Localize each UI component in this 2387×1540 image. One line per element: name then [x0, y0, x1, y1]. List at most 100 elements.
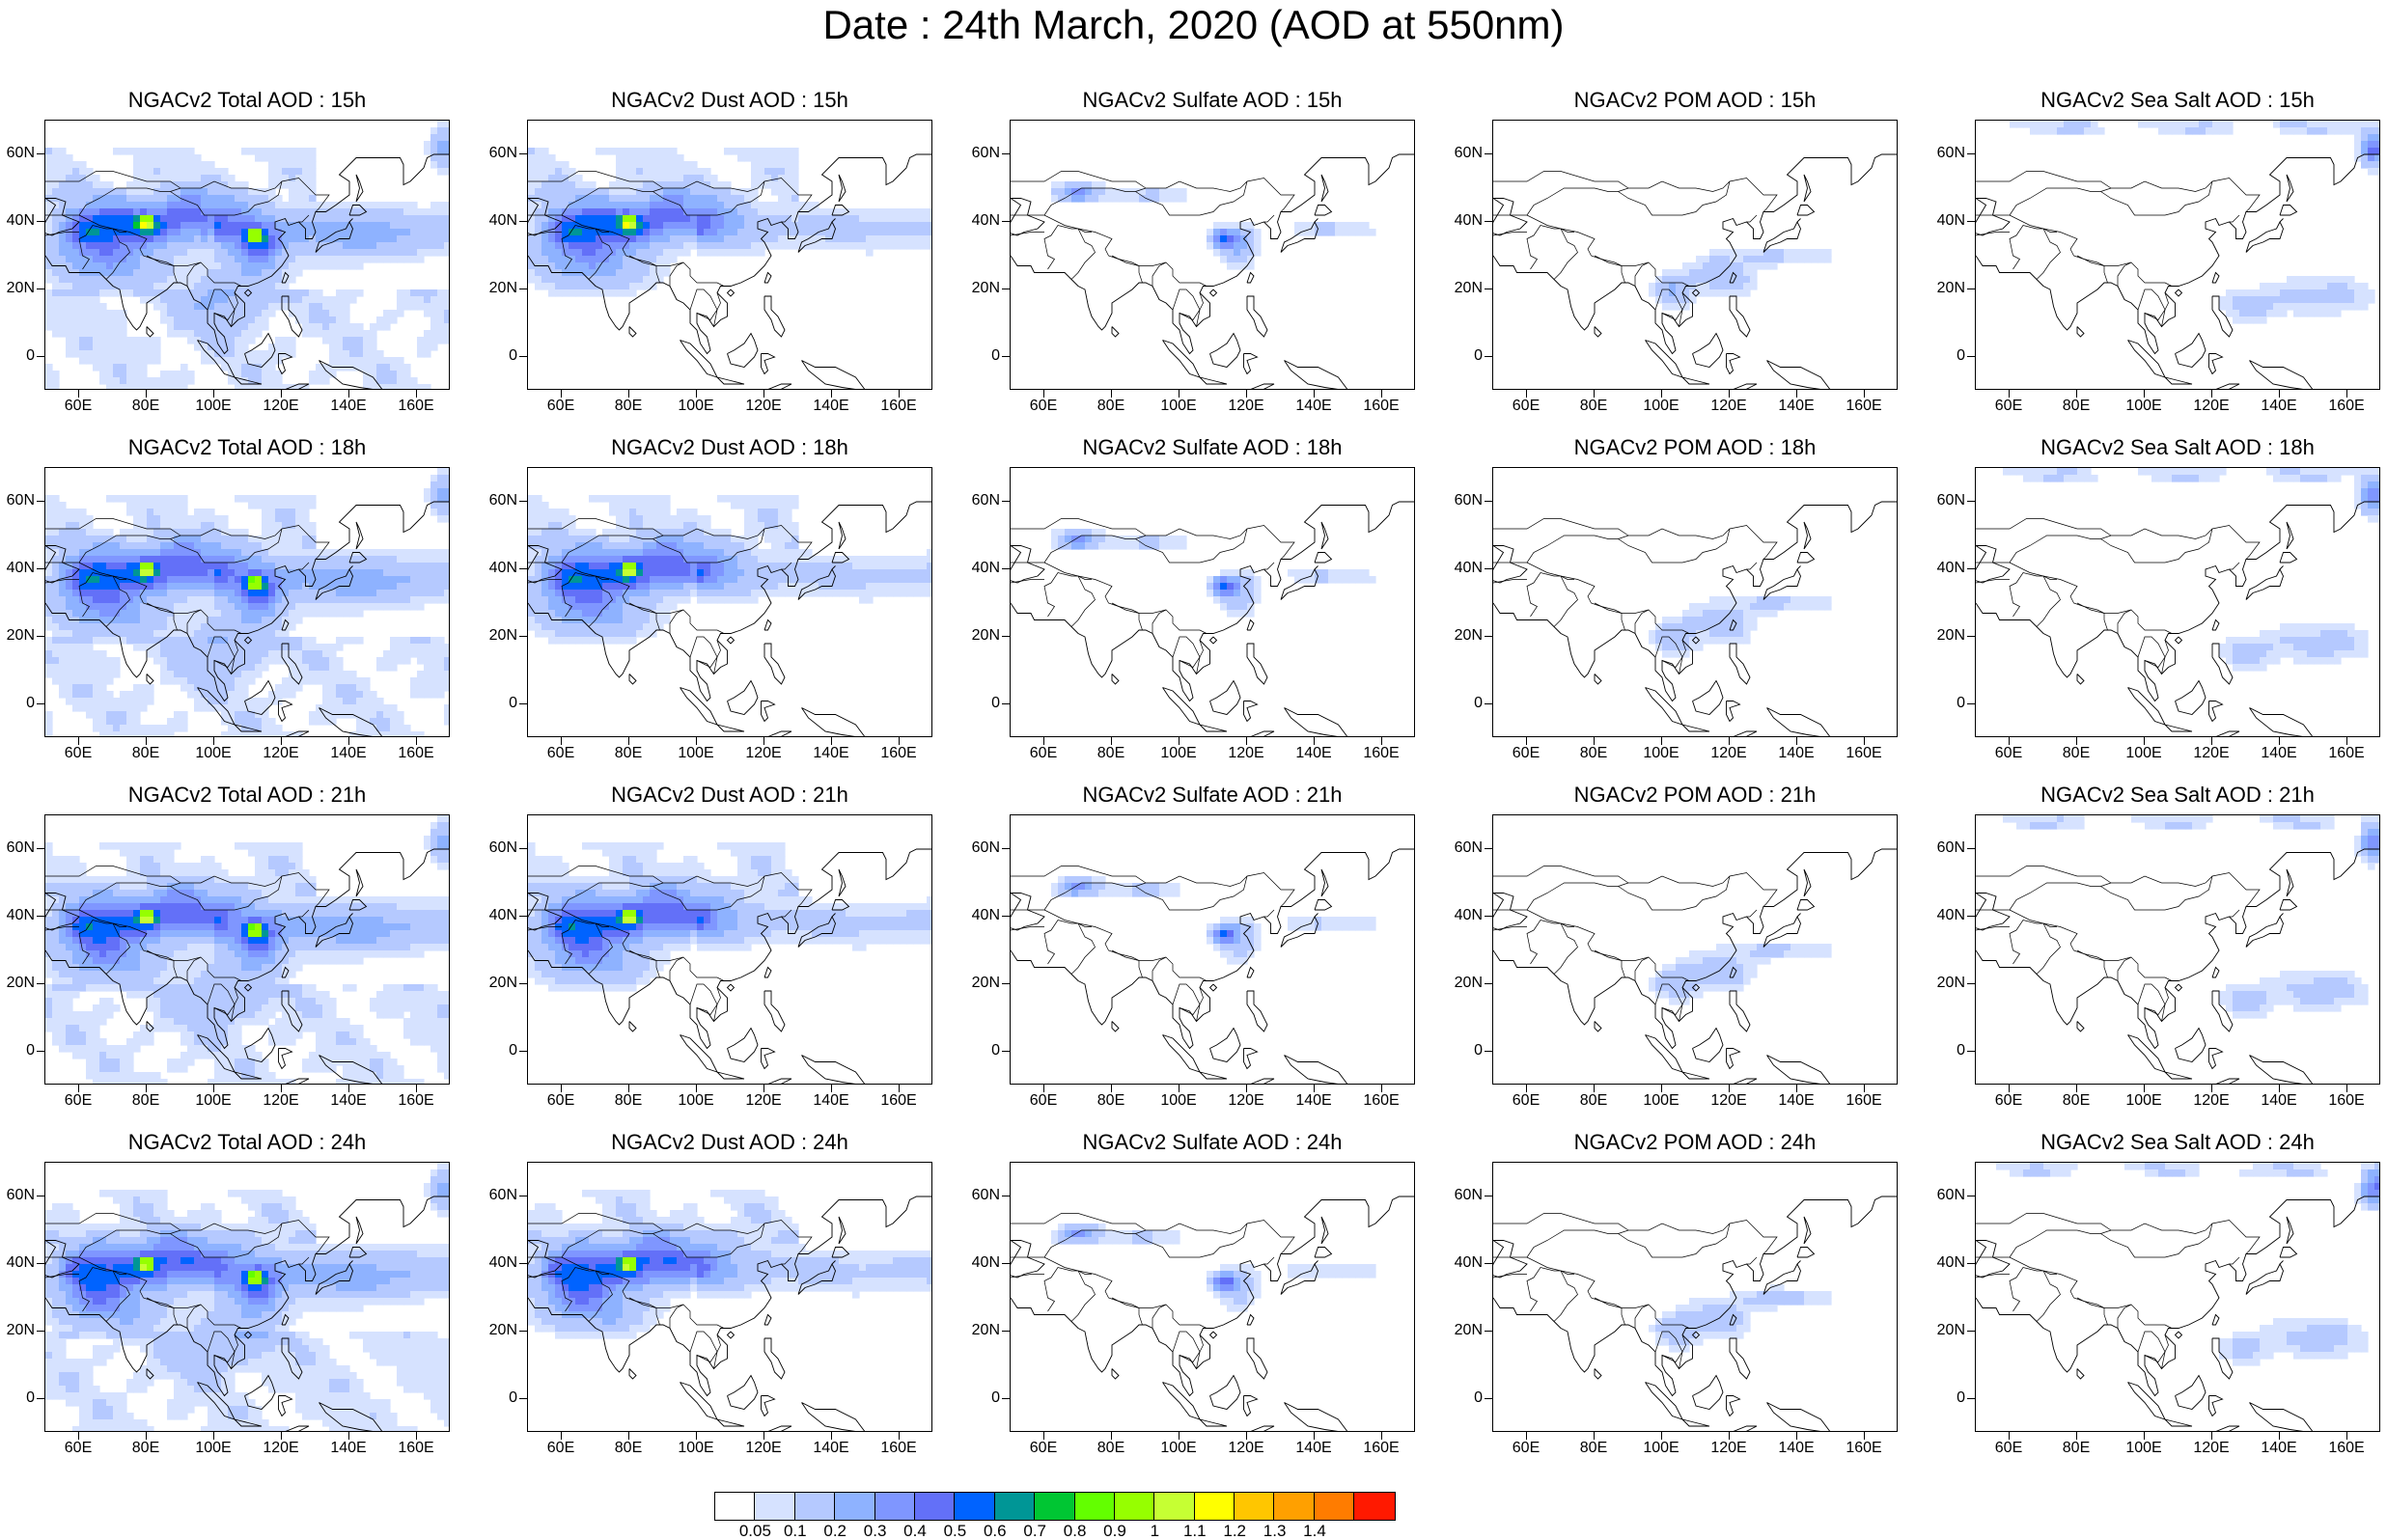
aod-cell: [72, 583, 80, 591]
aod-cell: [927, 242, 931, 250]
aod-cell: [1105, 195, 1113, 203]
aod-cell: [282, 536, 290, 543]
aod-cell: [268, 698, 276, 705]
aod-cell: [336, 337, 344, 344]
aod-cell: [397, 364, 404, 371]
coastline: [146, 326, 154, 338]
lat-tick-label: 40N: [6, 212, 35, 229]
aod-cell: [302, 202, 310, 209]
aod-cell: [174, 316, 181, 324]
aod-cell: [663, 208, 671, 216]
aod-cell: [336, 357, 344, 365]
aod-cell: [309, 222, 317, 230]
aod-cell: [187, 276, 195, 284]
aod-cell: [295, 256, 303, 263]
aod-cell: [228, 344, 236, 351]
aod-cell: [541, 208, 549, 216]
aod-cell: [52, 650, 60, 658]
aod-cell: [349, 576, 357, 584]
aod-cell: [160, 731, 168, 736]
aod-cell: [133, 617, 141, 624]
aod-cell: [221, 188, 229, 196]
aod-cell: [106, 725, 114, 732]
aod-cell: [72, 175, 80, 182]
aod-cell: [609, 208, 617, 216]
aod-cell: [120, 215, 127, 223]
aod-cell: [589, 283, 597, 290]
aod-cell: [623, 249, 630, 257]
aod-cell: [1321, 229, 1329, 236]
aod-cell: [316, 202, 323, 209]
aod-cell: [79, 229, 87, 236]
aod-cell: [397, 603, 404, 611]
aod-cell: [86, 569, 94, 577]
aod-cell: [403, 215, 411, 223]
aod-cell: [410, 384, 418, 389]
aod-cell: [356, 256, 364, 263]
aod-cell: [147, 556, 154, 564]
aod-cell: [45, 671, 53, 678]
aod-cell: [262, 208, 269, 216]
aod-cell: [1649, 289, 1656, 297]
aod-cell: [167, 202, 175, 209]
coastline: [727, 332, 759, 368]
aod-cell: [309, 657, 317, 665]
aod-cell: [295, 536, 303, 543]
aod-cell: [1065, 195, 1072, 203]
aod-cell: [45, 664, 53, 672]
coastline: [234, 724, 263, 732]
aod-cell: [650, 242, 657, 250]
aod-cell: [710, 188, 718, 196]
aod-cell: [255, 657, 263, 665]
aod-cell: [562, 215, 569, 223]
aod-cell: [390, 637, 398, 645]
aod-cell: [370, 222, 377, 230]
aod-cell: [704, 215, 711, 223]
coastline: [1803, 174, 1812, 203]
aod-cell: [79, 235, 87, 243]
aod-cell: [336, 229, 344, 236]
aod-cell: [329, 222, 337, 230]
aod-cell: [241, 222, 249, 230]
aod-cell: [555, 262, 563, 270]
aod-cell: [677, 229, 684, 236]
aod-field: [1649, 249, 1832, 311]
aod-cell: [214, 215, 222, 223]
aod-cell: [180, 657, 188, 665]
aod-cell: [180, 556, 188, 564]
aod-cell: [555, 161, 563, 169]
aod-cell: [2266, 310, 2274, 317]
aod-cell: [616, 229, 624, 236]
aod-cell: [133, 344, 141, 351]
aod-cell: [302, 536, 310, 543]
aod-cell: [241, 610, 249, 618]
aod-cell: [424, 289, 431, 297]
lon-tickmark: [1043, 390, 1044, 398]
aod-cell: [363, 677, 371, 685]
aod-cell: [187, 664, 195, 672]
aod-cell: [208, 269, 215, 277]
aod-cell: [1220, 222, 1228, 230]
aod-cell: [2327, 276, 2335, 284]
aod-cell: [248, 495, 256, 503]
aod-cell: [72, 283, 80, 290]
country-border: [1746, 214, 1758, 223]
aod-cell: [289, 623, 296, 631]
aod-cell: [403, 235, 411, 243]
aod-cell: [120, 569, 127, 577]
aod-cell: [221, 691, 229, 699]
aod-cell: [221, 276, 229, 284]
aod-cell: [309, 711, 317, 719]
aod-cell: [309, 522, 317, 530]
aod-cell: [133, 181, 141, 189]
country-border: [146, 602, 178, 631]
aod-cell: [228, 337, 236, 344]
aod-cell: [623, 262, 630, 270]
aod-cell: [99, 323, 107, 331]
aod-cell: [2347, 296, 2355, 304]
aod-cell: [437, 475, 445, 482]
aod-cell: [52, 603, 60, 611]
aod-cell: [336, 310, 344, 317]
aod-cell: [329, 583, 337, 591]
aod-cell: [140, 384, 148, 389]
